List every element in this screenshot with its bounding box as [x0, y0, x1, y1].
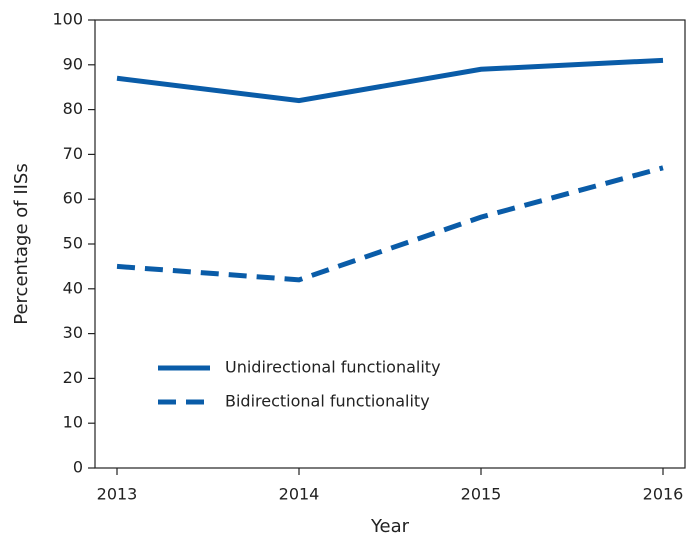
y-tick-label: 90 [63, 54, 83, 73]
y-tick-label: 20 [63, 368, 83, 387]
y-axis-title: Percentage of IISs [11, 163, 32, 324]
y-tick-label: 40 [63, 278, 83, 297]
y-tick-label: 100 [52, 10, 83, 29]
x-tick-label: 2014 [279, 485, 320, 504]
y-tick-label: 80 [63, 99, 83, 118]
y-tick-label: 10 [63, 413, 83, 432]
y-tick-label: 30 [63, 323, 83, 342]
y-tick-label: 70 [63, 144, 83, 163]
y-tick-label: 0 [73, 458, 83, 477]
legend-label: Unidirectional functionality [225, 358, 441, 377]
line [116, 57, 664, 104]
x-tick-label: 2013 [97, 485, 138, 504]
line [116, 165, 664, 283]
y-tick-label: 60 [63, 189, 83, 208]
y-tick-label: 50 [63, 234, 83, 253]
x-axis-title: Year [370, 516, 410, 537]
x-tick-label: 2016 [643, 485, 684, 504]
x-tick-label: 2015 [461, 485, 502, 504]
legend-label: Bidirectional functionality [225, 392, 430, 411]
